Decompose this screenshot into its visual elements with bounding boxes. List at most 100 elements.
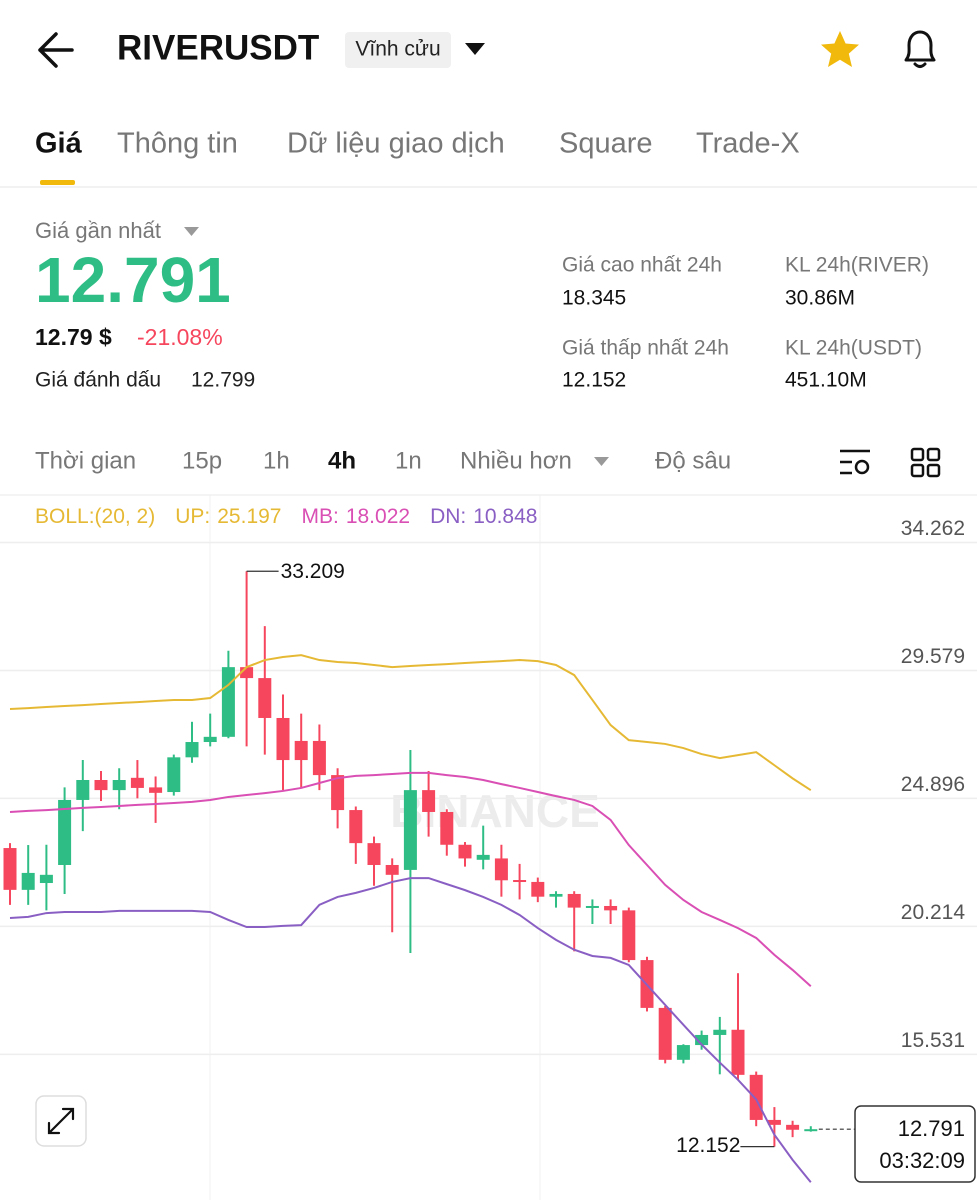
candle-body: [494, 858, 508, 881]
layout-cell: [910, 447, 925, 462]
fullscreen-button[interactable]: [35, 1095, 87, 1147]
tab[interactable]: Thông tin: [117, 128, 238, 160]
layout-cell: [926, 447, 941, 462]
layout-icon[interactable]: [910, 447, 941, 478]
interval[interactable]: 1h: [263, 447, 290, 474]
candle-body: [112, 780, 126, 791]
candle-body: [58, 799, 72, 865]
price-label: Giá gần nhất: [35, 218, 161, 243]
price-label-arrow[interactable]: [184, 227, 199, 236]
candlestick-chart: 34.262 29.579 24.896 20.214 15.531 BOLL:(20, …: [0, 505, 977, 1183]
tab[interactable]: Trade-X: [696, 128, 800, 160]
candle-body: [676, 1045, 690, 1060]
dropdown-arrow[interactable]: [465, 43, 485, 55]
candle-body: [167, 757, 181, 793]
stat-value: 18.345: [562, 287, 626, 310]
candle-body: [767, 1119, 781, 1125]
tab[interactable]: Giá: [35, 128, 83, 160]
candle-body: [221, 667, 235, 737]
stat-value: 30.86M: [785, 287, 855, 310]
usd-price: 12.79 $: [35, 324, 112, 350]
interval[interactable]: Nhiều hơn: [460, 447, 572, 474]
boll-line: [9, 654, 812, 792]
tab[interactable]: Square: [559, 128, 653, 160]
legend-value: 18.022: [346, 505, 410, 528]
candle-body: [203, 736, 217, 743]
candle-body: [76, 780, 90, 800]
candle-body: [476, 854, 490, 860]
candle-body: [367, 843, 381, 865]
candle-body: [149, 787, 163, 793]
tab-bar: Giá Thông tin Dữ liệu giao dịch Square Trade…: [35, 128, 800, 160]
candle-body: [422, 790, 436, 812]
candle-body: [312, 740, 326, 776]
stat-label: KL 24h(USDT): [785, 337, 922, 360]
candle-body: [513, 880, 527, 883]
boll-line: [9, 877, 812, 1183]
stats: Giá cao nhất 24h 18.345 KL 24h(RIVER) 30.86…: [562, 254, 929, 392]
interval[interactable]: 1n: [395, 447, 422, 474]
candle-body: [94, 780, 108, 791]
interval-bar: Thời gian 15p 1h 4h 1n Nhiều hơn Độ sâu: [35, 447, 731, 474]
candle-body: [713, 1029, 727, 1035]
candle-body: [786, 1124, 800, 1130]
interval[interactable]: 15p: [182, 447, 222, 474]
y-tick-label: 24.896: [901, 773, 965, 796]
y-tick-label: 29.579: [901, 645, 965, 668]
back-arrow: [38, 32, 74, 68]
candle-body: [349, 810, 363, 844]
bell-clapper: [913, 62, 927, 68]
candle-body: [3, 848, 17, 890]
fullscreen-icon: [47, 1107, 75, 1135]
candle-body: [130, 777, 144, 788]
more-arrow[interactable]: [594, 457, 609, 466]
back-button[interactable]: [38, 32, 74, 68]
price-box: [854, 1105, 976, 1183]
candle-body: [804, 1129, 818, 1132]
price-change: -21.08%: [137, 324, 223, 350]
watermark: BINANCE: [390, 785, 600, 837]
stat-label: KL 24h(RIVER): [785, 254, 929, 277]
stat-value: 12.152: [562, 369, 626, 392]
candle-body: [549, 893, 563, 897]
indicator-settings-icon[interactable]: [840, 449, 870, 475]
candle-body: [658, 1007, 672, 1060]
candle-body: [240, 667, 254, 679]
candle-body: [258, 678, 272, 718]
legend-name: UP:: [175, 505, 210, 528]
candle-body: [531, 881, 545, 897]
y-tick-label: 20.214: [901, 901, 966, 924]
candle-body: [385, 864, 399, 875]
y-tick-label: 34.262: [901, 517, 965, 540]
favorite-star[interactable]: [821, 31, 859, 67]
settings-lines: [840, 449, 870, 475]
settings-gear: [854, 459, 870, 475]
candle-body: [749, 1074, 763, 1120]
legend-value: 25.197: [217, 505, 281, 528]
badge-bg: [345, 32, 451, 68]
bell-body: [904, 30, 936, 62]
last-price: 12.791: [35, 244, 231, 316]
stat-label: Giá thấp nhất 24h: [562, 337, 729, 360]
candle-body: [695, 1034, 709, 1046]
candle-body: [622, 910, 636, 961]
mark-price-label: Giá đánh dấu: [35, 369, 161, 392]
candle-body: [276, 717, 290, 761]
candle-body: [39, 874, 53, 884]
interval[interactable]: Độ sâu: [655, 447, 731, 474]
alert-bell[interactable]: [904, 30, 936, 68]
candle-body: [731, 1029, 745, 1075]
interval[interactable]: 4h: [328, 447, 356, 474]
price-box-value: 12.791: [898, 1116, 965, 1141]
interval[interactable]: Thời gian: [35, 447, 136, 474]
layout-cell: [926, 463, 941, 478]
legend-name: DN:: [430, 505, 466, 528]
stat-label: Giá cao nhất 24h: [562, 254, 722, 277]
y-tick-label: 15.531: [901, 1029, 965, 1052]
tab[interactable]: Dữ liệu giao dịch: [287, 128, 505, 160]
mark-price: 12.799: [191, 369, 255, 392]
tab-indicator: [40, 180, 75, 185]
stat-value: 451.10M: [785, 369, 867, 392]
